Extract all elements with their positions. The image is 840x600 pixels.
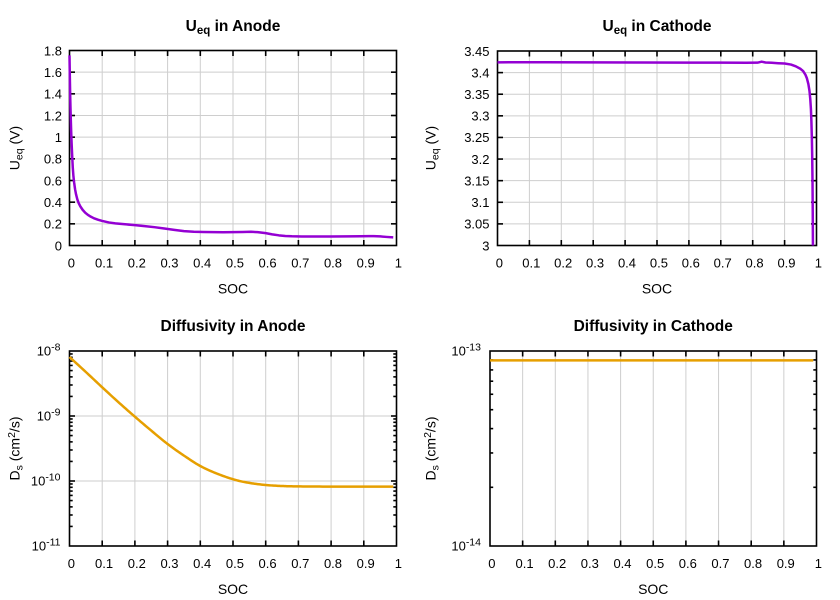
svg-text:SOC: SOC	[642, 281, 672, 297]
svg-text:3.35: 3.35	[464, 87, 489, 102]
svg-text:0.5: 0.5	[650, 256, 668, 271]
svg-text:0.2: 0.2	[44, 217, 62, 232]
svg-text:1.8: 1.8	[44, 43, 62, 58]
svg-text:0.8: 0.8	[746, 256, 764, 271]
svg-text:0.3: 0.3	[581, 556, 599, 571]
svg-text:0.2: 0.2	[548, 556, 566, 571]
svg-text:0: 0	[55, 238, 62, 253]
svg-text:SOC: SOC	[218, 281, 248, 297]
svg-text:1: 1	[55, 130, 62, 145]
svg-text:1.6: 1.6	[44, 65, 62, 80]
svg-text:Diffusivity in Anode: Diffusivity in Anode	[161, 318, 306, 335]
svg-text:0.4: 0.4	[44, 195, 62, 210]
svg-text:Ueq in Anode: Ueq in Anode	[186, 18, 281, 37]
svg-text:0.7: 0.7	[291, 256, 309, 271]
svg-text:0.7: 0.7	[711, 556, 729, 571]
svg-text:0.9: 0.9	[777, 256, 795, 271]
svg-text:0.1: 0.1	[95, 256, 113, 271]
svg-text:Ueq (V): Ueq (V)	[7, 126, 26, 170]
svg-text:3.05: 3.05	[464, 217, 489, 232]
svg-text:0.7: 0.7	[291, 556, 309, 571]
svg-text:0.6: 0.6	[259, 256, 277, 271]
svg-text:0.2: 0.2	[554, 256, 572, 271]
svg-text:1: 1	[815, 256, 822, 271]
svg-text:0.8: 0.8	[44, 152, 62, 167]
svg-text:0.4: 0.4	[613, 556, 631, 571]
svg-text:0.5: 0.5	[226, 556, 244, 571]
svg-text:0.4: 0.4	[193, 556, 211, 571]
svg-text:0.6: 0.6	[682, 256, 700, 271]
svg-text:1.4: 1.4	[44, 87, 62, 102]
svg-text:1: 1	[395, 556, 402, 571]
svg-text:Ueq in Cathode: Ueq in Cathode	[602, 18, 711, 37]
svg-text:Ueq (V): Ueq (V)	[423, 126, 442, 170]
svg-text:Diffusivity in Cathode: Diffusivity in Cathode	[574, 318, 734, 335]
svg-text:0.9: 0.9	[357, 556, 375, 571]
svg-text:0: 0	[488, 556, 495, 571]
svg-text:0.8: 0.8	[324, 556, 342, 571]
svg-text:0.5: 0.5	[646, 556, 664, 571]
svg-text:0.8: 0.8	[744, 556, 762, 571]
svg-text:3.45: 3.45	[464, 44, 489, 59]
svg-text:0.6: 0.6	[679, 556, 697, 571]
svg-text:3.2: 3.2	[471, 152, 489, 167]
svg-text:0.3: 0.3	[586, 256, 604, 271]
svg-text:0.9: 0.9	[357, 256, 375, 271]
svg-text:1: 1	[395, 256, 402, 271]
svg-text:0.8: 0.8	[324, 256, 342, 271]
svg-text:0: 0	[68, 556, 75, 571]
svg-text:SOC: SOC	[638, 581, 668, 597]
svg-text:0.4: 0.4	[618, 256, 636, 271]
svg-text:3.1: 3.1	[471, 195, 489, 210]
svg-text:0.4: 0.4	[193, 256, 211, 271]
svg-text:Ds (cm2/s): Ds (cm2/s)	[422, 417, 441, 481]
svg-text:Ds (cm2/s): Ds (cm2/s)	[6, 417, 25, 481]
svg-text:0.2: 0.2	[128, 256, 146, 271]
svg-text:0.2: 0.2	[128, 556, 146, 571]
svg-text:3.15: 3.15	[464, 173, 489, 188]
svg-text:3: 3	[482, 238, 489, 253]
svg-text:SOC: SOC	[218, 581, 248, 597]
svg-text:1.2: 1.2	[44, 108, 62, 123]
svg-text:0.6: 0.6	[44, 173, 62, 188]
svg-text:0.7: 0.7	[714, 256, 732, 271]
svg-text:0: 0	[68, 256, 75, 271]
svg-text:0.5: 0.5	[226, 256, 244, 271]
svg-text:0.1: 0.1	[516, 556, 534, 571]
svg-text:3.25: 3.25	[464, 130, 489, 145]
svg-text:0.6: 0.6	[259, 556, 277, 571]
svg-text:0.1: 0.1	[522, 256, 540, 271]
svg-text:0.9: 0.9	[777, 556, 795, 571]
svg-text:0.1: 0.1	[95, 556, 113, 571]
svg-text:1: 1	[815, 556, 822, 571]
svg-text:0.3: 0.3	[160, 256, 178, 271]
svg-text:0: 0	[496, 256, 503, 271]
svg-text:3.3: 3.3	[471, 109, 489, 124]
svg-text:3.4: 3.4	[471, 65, 489, 80]
svg-text:0.3: 0.3	[160, 556, 178, 571]
